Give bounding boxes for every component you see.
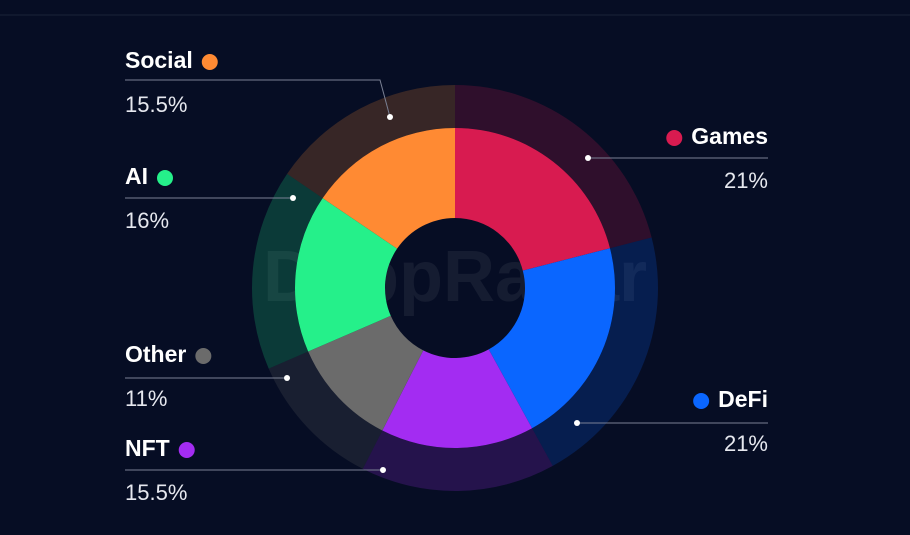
legend-label: DeFi [718, 386, 768, 412]
legend-label: Social [125, 47, 193, 73]
donut-slice [382, 349, 533, 448]
legend-dot [201, 54, 218, 70]
donut-slice [488, 248, 616, 429]
value-label: 11% [125, 386, 167, 411]
legend-label: Games [691, 123, 768, 149]
legend-dot [693, 393, 710, 409]
leader-dot [284, 375, 290, 381]
donut-slice [295, 198, 398, 352]
value-label: 16% [125, 208, 169, 233]
leader-line [125, 79, 391, 118]
outer-ring-segment [532, 237, 658, 466]
donut-slice [455, 128, 610, 271]
legend-dot [178, 442, 195, 458]
leader-dot [290, 195, 296, 201]
value-label: 15.5% [125, 92, 187, 117]
value-label: 21% [724, 431, 768, 456]
leader-dot [574, 420, 580, 426]
legend-dot [195, 348, 212, 364]
value-label: 15.5% [125, 480, 187, 505]
legend-label: NFT [125, 435, 170, 461]
legend-dot [666, 130, 683, 146]
legend-label: Other [125, 341, 186, 367]
value-label: 21% [724, 168, 768, 193]
outer-ring-segment [268, 351, 383, 469]
leader-dot [380, 467, 386, 473]
leader-dot [387, 114, 393, 120]
donut-slice [308, 315, 424, 431]
legend-dot [157, 170, 173, 186]
donut-slice [322, 127, 455, 249]
outer-ring-segment [287, 85, 455, 199]
legend-label: AI [125, 163, 148, 189]
leader-dot [585, 155, 591, 161]
outer-ring-segment [362, 428, 553, 491]
outer-ring-segment [251, 173, 323, 369]
outer-ring-segment [455, 85, 652, 249]
